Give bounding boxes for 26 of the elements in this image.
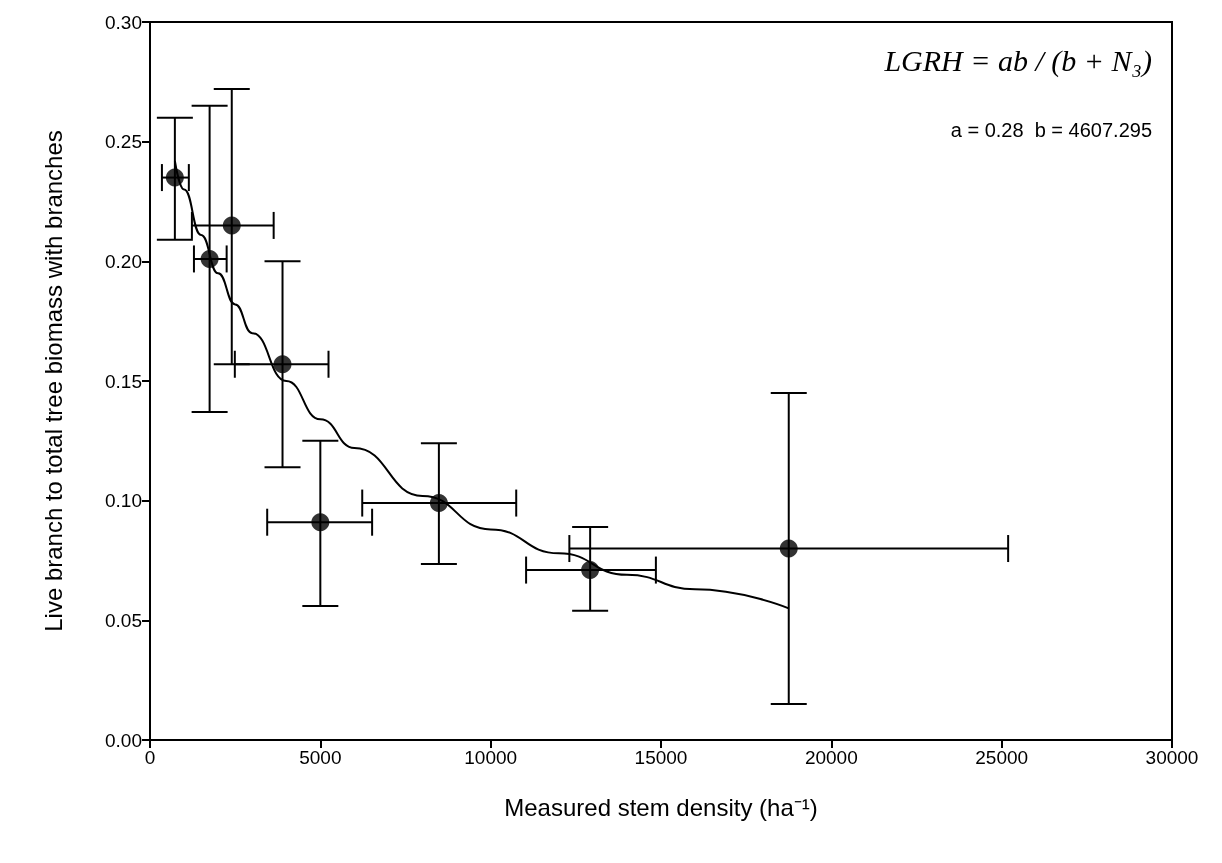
x-tick-label: 25000 — [975, 747, 1029, 768]
x-tick-label: 30000 — [1145, 747, 1199, 768]
point — [222, 216, 241, 235]
point — [200, 249, 219, 268]
point — [779, 539, 798, 558]
point — [273, 355, 292, 374]
y-tick-label: 0.20 — [105, 250, 142, 272]
x-tick-label: 5000 — [299, 747, 342, 768]
x-tick-label: 15000 — [634, 747, 688, 768]
x-tick-label: 20000 — [804, 747, 858, 768]
annotation: LGRH = ab / (b + N₃) — [883, 43, 1153, 78]
y-tick-label: 0.10 — [105, 490, 142, 512]
y-axis-title: Live branch to total tree biomass with branches — [39, 130, 67, 632]
y-tick-label: 0.30 — [105, 11, 142, 33]
x-tick-label: 10000 — [464, 747, 518, 768]
y-tick-label: 0.05 — [105, 609, 142, 631]
point — [581, 561, 600, 580]
x-axis-title: Measured stem density (ha⁻¹) — [504, 793, 818, 821]
y-tick-label: 0.25 — [105, 131, 142, 153]
point — [165, 168, 184, 187]
y-tick-label: 0.15 — [105, 370, 142, 392]
point — [311, 513, 330, 532]
annotation: a = 0.28 b = 4607.295 — [950, 119, 1153, 141]
point — [429, 494, 448, 513]
x-tick-label: 0 — [144, 747, 156, 768]
y-tick-label: 0.00 — [105, 729, 142, 751]
